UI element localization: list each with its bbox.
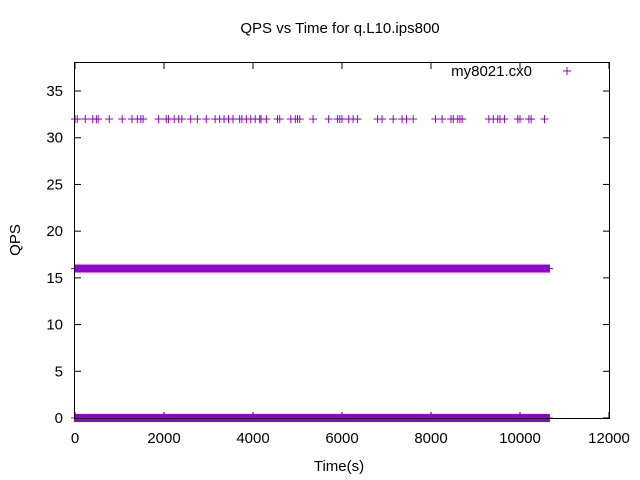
plot-area-frame (74, 62, 610, 419)
y-tick-label: 25 (46, 176, 63, 193)
data-point (177, 115, 186, 124)
data-point (458, 115, 467, 124)
data-point (324, 115, 333, 124)
data-point (275, 115, 284, 124)
y-tick-label: 10 (46, 317, 63, 334)
y-tick-label: 5 (55, 363, 63, 380)
data-point (186, 115, 195, 124)
data-point (81, 115, 90, 124)
data-point (378, 115, 387, 124)
data-point (202, 115, 211, 124)
x-tick-label: 6000 (325, 430, 358, 447)
data-point (500, 115, 509, 124)
data-point (544, 264, 553, 273)
data-point (402, 115, 411, 124)
data-point (262, 115, 271, 124)
data-point (338, 115, 346, 124)
data-point (193, 115, 202, 124)
data-point (118, 115, 127, 124)
y-tick-label: 0 (55, 410, 63, 427)
axis-ticks: 0 2000 4000 6000 8000 10000 12000 0 5 10 15 20 25 30 3… (46, 63, 630, 447)
data-point (94, 115, 103, 124)
data-point (295, 115, 304, 124)
x-tick-label: 8000 (414, 430, 447, 447)
x-tick-label: 0 (71, 430, 79, 447)
data-point (353, 115, 362, 124)
legend-marker (563, 67, 571, 75)
x-tick-label: 4000 (236, 430, 269, 447)
legend-series-label: my8021.cx0 (451, 63, 532, 80)
x-tick-label: 10000 (499, 430, 541, 447)
data-series (71, 115, 553, 422)
data-point (228, 115, 237, 124)
data-point (516, 115, 524, 124)
data-point (105, 115, 114, 124)
chart-title: QPS vs Time for q.L10.ips800 (240, 20, 439, 37)
data-point (389, 115, 398, 124)
y-tick-label: 30 (46, 130, 63, 147)
y-tick-label: 35 (46, 83, 63, 100)
x-tick-label: 12000 (588, 430, 630, 447)
data-point (309, 115, 318, 124)
y-tick-label: 15 (46, 270, 63, 287)
data-point (154, 115, 163, 124)
x-axis-label: Time(s) (314, 458, 364, 475)
y-axis-label: QPS (7, 224, 24, 256)
data-point (527, 115, 536, 124)
data-point (540, 115, 549, 124)
data-point (139, 115, 148, 124)
legend: my8021.cx0 (451, 63, 571, 80)
dense-band-qps-16 (74, 264, 550, 273)
y-tick-label: 20 (46, 223, 63, 240)
data-point (431, 115, 440, 124)
data-point (409, 115, 418, 124)
data-point (438, 115, 447, 124)
x-tick-label: 2000 (147, 430, 180, 447)
